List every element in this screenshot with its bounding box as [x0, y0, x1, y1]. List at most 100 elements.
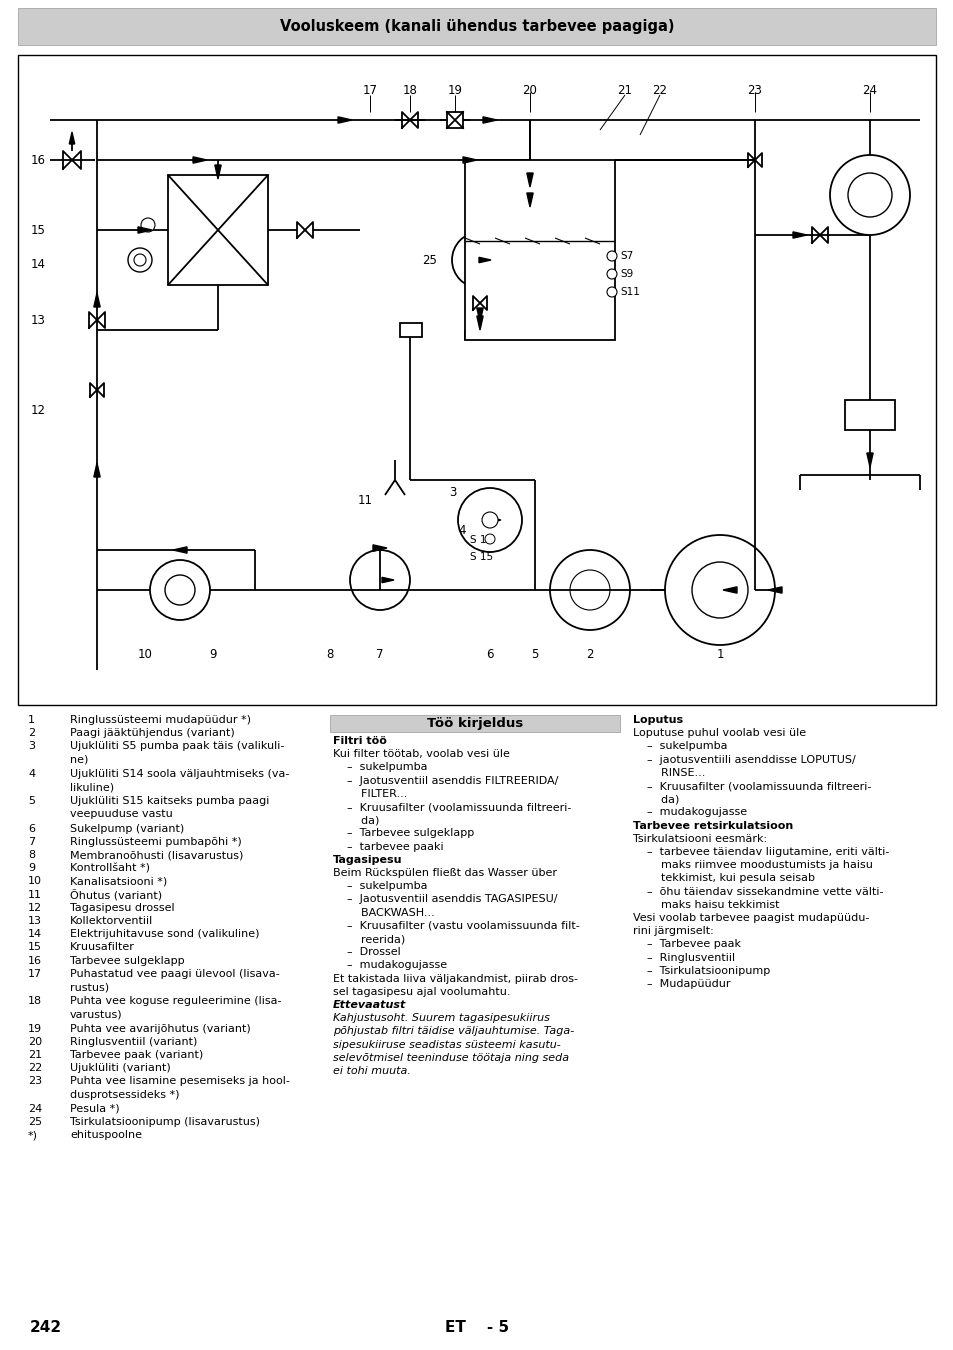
Text: ei tohi muuta.: ei tohi muuta. [333, 1066, 411, 1076]
Text: 19: 19 [28, 1023, 42, 1034]
Polygon shape [462, 157, 476, 163]
Text: da): da) [646, 794, 679, 805]
Text: 20: 20 [28, 1037, 42, 1046]
Text: Loputus: Loputus [633, 716, 682, 725]
Text: selevõtmisel teeninduse töötaja ning seda: selevõtmisel teeninduse töötaja ning sed… [333, 1053, 569, 1062]
Text: *): *) [28, 1130, 38, 1141]
Text: –  sukelpumba: – sukelpumba [347, 882, 427, 891]
Circle shape [452, 232, 507, 288]
Text: 17: 17 [28, 969, 42, 979]
Text: 10: 10 [137, 648, 152, 662]
Text: Kahjustusoht. Suurem tagasipesukiirus: Kahjustusoht. Suurem tagasipesukiirus [333, 1014, 549, 1023]
Text: 3: 3 [449, 486, 456, 498]
Text: S 15: S 15 [470, 552, 493, 562]
Text: Vooluskeem (kanali ühendus tarbevee paagiga): Vooluskeem (kanali ühendus tarbevee paag… [279, 19, 674, 34]
Text: 24: 24 [862, 84, 877, 96]
Text: likuline): likuline) [70, 782, 114, 792]
Polygon shape [381, 578, 394, 583]
Polygon shape [93, 463, 100, 477]
Text: –  Tarbevee paak: – Tarbevee paak [646, 940, 740, 949]
Polygon shape [214, 165, 221, 180]
Text: 18: 18 [28, 996, 42, 1006]
Circle shape [550, 549, 629, 630]
Bar [330, 716, 619, 732]
Polygon shape [172, 547, 187, 553]
Text: –  Jaotusventiil asenddis FILTREERIDA/: – Jaotusventiil asenddis FILTREERIDA/ [347, 776, 558, 786]
Polygon shape [489, 517, 500, 522]
Text: –  Drossel: – Drossel [347, 948, 400, 957]
Text: 6: 6 [28, 824, 35, 833]
Text: veepuuduse vastu: veepuuduse vastu [70, 810, 172, 819]
Text: 11: 11 [357, 494, 372, 506]
Text: –  Tsirkulatsioonipump: – Tsirkulatsioonipump [646, 965, 769, 976]
Text: 20: 20 [522, 84, 537, 96]
Text: reerida): reerida) [347, 934, 405, 944]
Text: 25: 25 [28, 1116, 42, 1127]
Text: Tarbevee paak (variant): Tarbevee paak (variant) [70, 1050, 203, 1060]
Polygon shape [70, 132, 74, 144]
Text: –  mudakogujasse: – mudakogujasse [646, 807, 746, 817]
Text: rini järgmiselt:: rini järgmiselt: [633, 926, 713, 936]
Text: –  jaotusventiili asenddisse LOPUTUS/: – jaotusventiili asenddisse LOPUTUS/ [646, 755, 855, 764]
Text: Kontrollšaht *): Kontrollšaht *) [70, 863, 150, 873]
Polygon shape [526, 193, 533, 207]
Text: 12: 12 [28, 903, 42, 913]
Text: 22: 22 [28, 1064, 42, 1073]
Text: 16: 16 [30, 154, 46, 166]
Circle shape [847, 173, 891, 217]
Polygon shape [482, 117, 497, 123]
Text: 8: 8 [28, 850, 35, 860]
Text: da): da) [347, 815, 379, 825]
Text: Loputuse puhul voolab vesi üle: Loputuse puhul voolab vesi üle [633, 728, 805, 738]
Text: Ringlusventiil (variant): Ringlusventiil (variant) [70, 1037, 197, 1046]
Circle shape [569, 570, 609, 610]
Text: varustus): varustus) [70, 1010, 123, 1019]
Text: Tarbevee retsirkulatsioon: Tarbevee retsirkulatsioon [633, 821, 792, 830]
Polygon shape [138, 227, 152, 234]
Text: Kruusafilter: Kruusafilter [70, 942, 134, 952]
Text: S9: S9 [619, 269, 633, 279]
Text: Ujuklüliti (variant): Ujuklüliti (variant) [70, 1064, 171, 1073]
Bar [844, 400, 894, 431]
Polygon shape [337, 117, 352, 123]
Text: 2: 2 [28, 728, 35, 738]
Text: rustus): rustus) [70, 981, 109, 992]
Text: ehituspoolne: ehituspoolne [70, 1130, 142, 1141]
Polygon shape [767, 587, 781, 593]
Circle shape [128, 248, 152, 271]
Text: –  sukelpumba: – sukelpumba [347, 763, 427, 772]
Text: Ringlussüsteemi mudapüüdur *): Ringlussüsteemi mudapüüdur *) [70, 716, 251, 725]
Text: 16: 16 [28, 956, 42, 965]
Text: 13: 13 [28, 917, 42, 926]
Text: 23: 23 [747, 84, 761, 96]
Text: 5: 5 [531, 648, 538, 662]
Polygon shape [476, 316, 482, 329]
Text: Ettevaatust: Ettevaatust [333, 1000, 406, 1010]
Text: 14: 14 [28, 929, 42, 940]
Circle shape [606, 251, 617, 261]
Text: –  Kruusafilter (voolamissuunda filtreeri-: – Kruusafilter (voolamissuunda filtreeri… [347, 802, 571, 811]
Text: –  Ringlusventiil: – Ringlusventiil [646, 953, 735, 963]
Text: Puhta vee lisamine pesemiseks ja hool-: Puhta vee lisamine pesemiseks ja hool- [70, 1076, 290, 1087]
Text: 9: 9 [28, 863, 35, 873]
Text: 15: 15 [30, 224, 46, 236]
Circle shape [606, 288, 617, 297]
Circle shape [150, 560, 210, 620]
Polygon shape [193, 157, 207, 163]
Text: –  tarbevee täiendav liigutamine, eriti välti-: – tarbevee täiendav liigutamine, eriti v… [646, 846, 888, 857]
Text: –  Kruusafilter (voolamissuunda filtreeri-: – Kruusafilter (voolamissuunda filtreeri… [646, 782, 870, 791]
Circle shape [664, 535, 774, 645]
Text: 1: 1 [28, 716, 35, 725]
Text: 22: 22 [652, 84, 667, 96]
Text: maks haisu tekkimist: maks haisu tekkimist [646, 900, 779, 910]
Text: 8: 8 [326, 648, 334, 662]
Text: –  mudakogujasse: – mudakogujasse [347, 960, 447, 971]
Circle shape [691, 562, 747, 618]
Text: sel tagasipesu ajal voolumahtu.: sel tagasipesu ajal voolumahtu. [333, 987, 510, 996]
Text: Tsirkulatsioonipump (lisavarustus): Tsirkulatsioonipump (lisavarustus) [70, 1116, 260, 1127]
Text: Ujuklüliti S15 kaitseks pumba paagi: Ujuklüliti S15 kaitseks pumba paagi [70, 796, 269, 806]
Text: Kanalisatsiooni *): Kanalisatsiooni *) [70, 876, 167, 887]
Text: 25: 25 [422, 254, 437, 266]
Text: –  tarbevee paaki: – tarbevee paaki [347, 841, 443, 852]
Text: S 14: S 14 [470, 535, 493, 545]
